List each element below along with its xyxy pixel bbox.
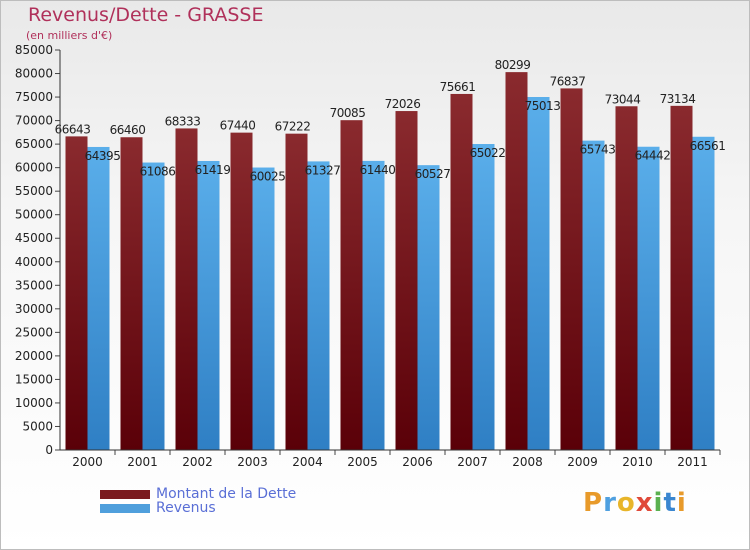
data-label-dette: 75661 [440, 80, 476, 94]
x-tick-label: 2000 [72, 455, 103, 469]
y-tick-label: 65000 [15, 137, 53, 151]
bar-revenus [142, 162, 165, 450]
data-label-revenus: 61440 [360, 163, 396, 177]
y-tick-label: 80000 [15, 67, 53, 81]
bar-dette [340, 120, 363, 450]
y-tick-label: 85000 [15, 43, 53, 57]
data-label-dette: 67440 [220, 119, 256, 133]
bar-revenus [307, 161, 330, 451]
x-tick-label: 2002 [182, 455, 213, 469]
x-tick-label: 2001 [127, 455, 158, 469]
data-label-revenus: 61086 [140, 165, 176, 179]
legend-swatch-dette [100, 489, 150, 499]
y-tick-label: 15000 [15, 372, 53, 386]
bar-dette [65, 136, 88, 451]
y-tick-label: 35000 [15, 278, 53, 292]
legend-label-dette: Montant de la Dette [156, 486, 297, 502]
bar-revenus [637, 146, 660, 450]
data-label-revenus: 65022 [470, 146, 506, 160]
data-label-dette: 66460 [110, 123, 146, 137]
data-label-revenus: 66561 [690, 139, 726, 153]
y-tick-label: 5000 [22, 419, 53, 433]
x-tick-label: 2011 [677, 455, 708, 469]
bar-revenus [197, 160, 220, 450]
x-tick-label: 2009 [567, 455, 598, 469]
y-tick-label: 75000 [15, 90, 53, 104]
data-label-revenus: 65743 [580, 143, 616, 157]
y-tick-label: 10000 [15, 396, 53, 410]
proxiti-logo: Proxiti [583, 488, 687, 518]
chart-title: Revenus/Dette - GRASSE [28, 4, 264, 26]
x-tick-label: 2010 [622, 455, 653, 469]
data-label-revenus: 61419 [195, 163, 231, 177]
bar-dette [560, 88, 583, 450]
x-tick-label: 2006 [402, 455, 433, 469]
bar-dette [285, 133, 308, 450]
y-tick-label: 60000 [15, 161, 53, 175]
data-label-dette: 80299 [495, 58, 531, 72]
x-tick-label: 2003 [237, 455, 268, 469]
chart-subtitle: (en milliers d'€) [26, 29, 113, 42]
data-label-dette: 66643 [55, 122, 91, 136]
bar-dette [120, 137, 143, 450]
data-label-dette: 73044 [605, 92, 641, 106]
y-tick-label: 55000 [15, 184, 53, 198]
y-tick-label: 40000 [15, 255, 53, 269]
data-label-dette: 73134 [660, 92, 696, 106]
bar-dette [670, 105, 693, 450]
bar-dette [230, 132, 253, 450]
bar-revenus [472, 144, 495, 451]
bar-dette [615, 106, 638, 451]
data-label-dette: 68333 [165, 114, 201, 128]
data-label-revenus: 61327 [305, 163, 341, 177]
y-tick-label: 20000 [15, 349, 53, 363]
data-label-revenus: 64442 [635, 149, 671, 163]
bar-revenus [362, 160, 385, 450]
data-label-revenus: 60527 [415, 167, 451, 181]
bar-dette [175, 128, 198, 451]
data-label-revenus: 60025 [250, 170, 286, 184]
bar-revenus [692, 136, 715, 450]
legend-label-revenus: Revenus [156, 500, 216, 516]
y-tick-label: 70000 [15, 114, 53, 128]
data-label-dette: 70085 [330, 106, 366, 120]
y-tick-label: 45000 [15, 231, 53, 245]
data-label-revenus: 75013 [525, 99, 561, 113]
y-tick-label: 50000 [15, 208, 53, 222]
legend-item-dette: Montant de la Dette [100, 486, 296, 502]
bar-dette [450, 93, 473, 450]
bar-dette [505, 72, 528, 451]
bar-revenus [582, 140, 605, 451]
x-tick-label: 2004 [292, 455, 323, 469]
data-label-dette: 76837 [550, 74, 586, 88]
bar-revenus [87, 146, 110, 450]
y-tick-label: 0 [45, 443, 53, 457]
bar-revenus [527, 96, 550, 450]
x-tick-label: 2005 [347, 455, 378, 469]
bar-dette [395, 111, 418, 451]
data-label-dette: 67222 [275, 120, 311, 134]
x-tick-label: 2008 [512, 455, 543, 469]
data-label-revenus: 64395 [85, 149, 121, 163]
y-tick-label: 25000 [15, 325, 53, 339]
legend-swatch-revenus [100, 503, 150, 513]
bar-revenus [252, 167, 275, 450]
y-tick-label: 30000 [15, 302, 53, 316]
bar-revenus [417, 165, 440, 450]
data-label-dette: 72026 [385, 97, 421, 111]
legend-item-revenus: Revenus [100, 500, 216, 516]
x-tick-label: 2007 [457, 455, 488, 469]
